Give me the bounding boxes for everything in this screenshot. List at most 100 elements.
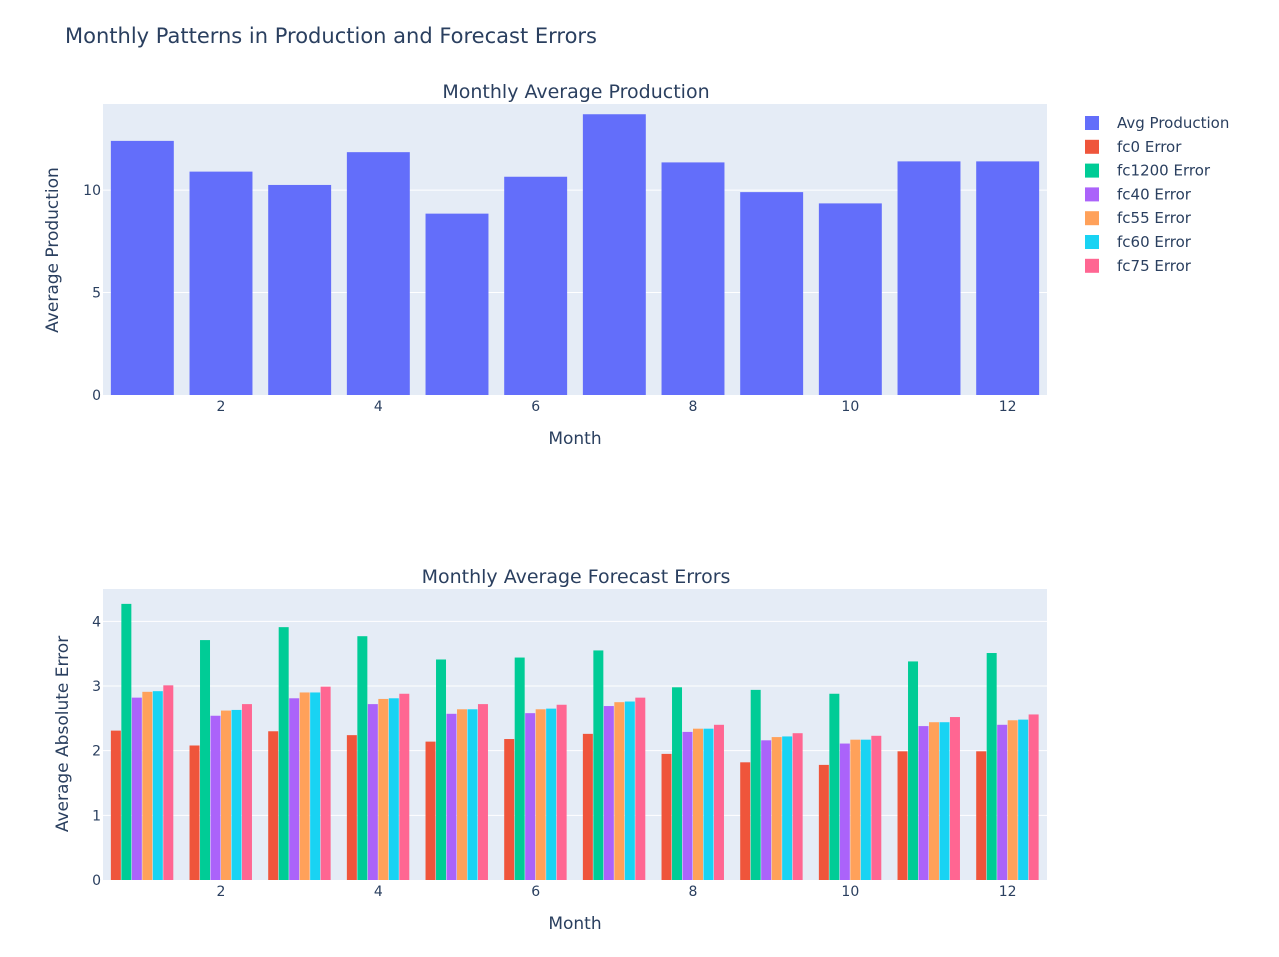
production-subplot-title: Monthly Average Production [442, 81, 709, 103]
errors-bar [278, 627, 289, 880]
production-gridlines [103, 189, 1047, 294]
errors-bar [986, 653, 997, 880]
production-bar [740, 192, 804, 395]
errors-y-axis-title: Average Absolute Error [53, 636, 73, 832]
legend-label: fc40 Error [1117, 185, 1192, 203]
legend-swatch [1085, 187, 1099, 202]
errors-bar [221, 710, 231, 880]
production-x-tick-label: 4 [374, 399, 383, 415]
legend-swatch [1085, 211, 1099, 226]
errors-bar [110, 730, 121, 880]
production-y-tick-label: 10 [83, 183, 101, 199]
errors-bar [635, 697, 646, 880]
errors-bar [131, 697, 142, 880]
production-bar [582, 114, 646, 396]
legend-label: fc60 Error [1117, 233, 1192, 251]
production-bar [268, 184, 332, 395]
errors-bar [750, 689, 761, 880]
errors-bar [189, 745, 200, 880]
errors-bar [121, 603, 132, 880]
errors-y-tick-label: 2 [92, 744, 101, 760]
errors-bar [908, 661, 919, 880]
errors-bar [1018, 719, 1029, 880]
errors-bar [713, 724, 724, 880]
errors-x-tick-label: 12 [999, 884, 1017, 900]
legend-label: Avg Production [1117, 114, 1229, 132]
production-x-tick-label: 2 [217, 399, 226, 415]
errors-bar [268, 731, 279, 880]
errors-x-tick-label: 2 [217, 884, 226, 900]
errors-bar [1028, 714, 1039, 880]
errors-bar [582, 733, 593, 880]
errors-bar [897, 751, 908, 880]
production-bar [818, 203, 882, 395]
errors-bar [310, 692, 321, 880]
errors-bar [457, 709, 467, 880]
legend-label: fc75 Error [1117, 257, 1192, 275]
figure-title: Monthly Patterns in Production and Forec… [65, 24, 597, 48]
errors-bar [624, 701, 635, 880]
errors-bar [152, 691, 163, 880]
errors-bar [761, 740, 772, 880]
production-x-tick-label: 6 [531, 399, 540, 415]
errors-x-tick-label: 6 [531, 884, 540, 900]
errors-bar [829, 693, 840, 880]
errors-y-tick-label: 0 [92, 873, 101, 889]
production-x-ticks: 2 4 6 8 10 12 [217, 399, 1017, 415]
errors-bar [918, 726, 929, 880]
errors-bar [839, 743, 850, 880]
errors-x-tick-label: 8 [689, 884, 698, 900]
production-bar [504, 176, 568, 395]
errors-x-tick-label: 4 [374, 884, 383, 900]
errors-bar [792, 733, 803, 880]
errors-bar [320, 686, 331, 880]
errors-bar [929, 722, 939, 880]
errors-bar [514, 657, 525, 880]
legend-swatch [1085, 163, 1099, 178]
errors-bar [357, 636, 368, 880]
errors-bar [740, 762, 751, 880]
errors-bar [367, 704, 378, 880]
errors-bar [682, 731, 693, 880]
errors-bar [446, 713, 457, 880]
legend-swatch [1085, 116, 1099, 130]
production-bar [110, 140, 174, 395]
errors-bar [771, 737, 782, 880]
errors-plot-area [103, 589, 1047, 880]
errors-bar [504, 739, 515, 880]
production-x-tick-label: 10 [841, 399, 859, 415]
errors-bar [603, 706, 614, 880]
errors-bar [436, 659, 447, 880]
errors-bar [346, 735, 357, 880]
errors-bar [142, 691, 153, 880]
production-bar [346, 152, 410, 395]
errors-bar [535, 709, 546, 880]
errors-bar [546, 708, 557, 880]
errors-y-tick-label: 1 [92, 808, 101, 824]
errors-bar [939, 722, 950, 880]
errors-bar [241, 704, 252, 880]
production-bar [897, 161, 961, 395]
errors-gridlines [103, 620, 1047, 816]
errors-bar [299, 692, 310, 880]
errors-bar [467, 709, 478, 880]
errors-bar [693, 728, 703, 880]
production-subplot: 2 4 6 8 10 12 0 5 10 Monthly Average Production… [43, 81, 1047, 449]
errors-bar [289, 698, 300, 880]
errors-bar [614, 702, 625, 880]
errors-bar [976, 751, 987, 880]
production-y-ticks: 0 5 10 [83, 183, 101, 404]
errors-bar [399, 693, 410, 880]
errors-subplot-title: Monthly Average Forecast Errors [422, 566, 731, 588]
production-y-tick-label: 5 [92, 286, 101, 302]
errors-bar [703, 728, 714, 880]
errors-bar [200, 640, 211, 880]
legend-swatch [1085, 139, 1099, 154]
errors-bar [782, 736, 793, 880]
errors-bar [871, 735, 882, 880]
errors-bar [860, 739, 871, 880]
legend-label: fc55 Error [1117, 209, 1192, 227]
errors-bar [1007, 720, 1018, 880]
production-bar [661, 162, 725, 395]
